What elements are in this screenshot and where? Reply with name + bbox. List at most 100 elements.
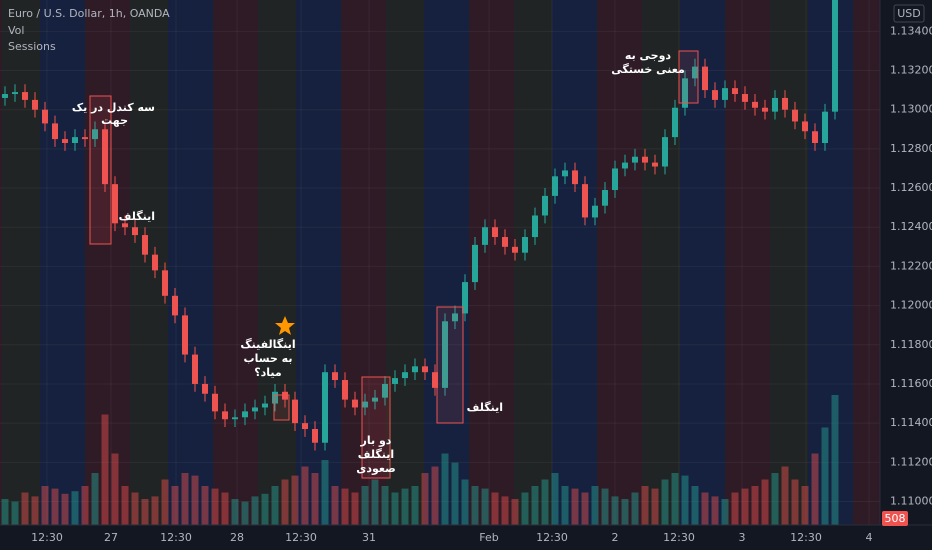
volume-bar: [651, 488, 659, 525]
volume-bar: [171, 486, 179, 525]
x-tick-label: 28: [230, 531, 244, 544]
volume-bar: [721, 499, 729, 525]
candle-body: [392, 378, 398, 384]
candle-body: [632, 156, 638, 163]
annotation-box: [273, 394, 290, 421]
session-band: [552, 0, 597, 525]
candle-body: [52, 123, 58, 140]
session-band: [85, 0, 130, 525]
candle-body: [382, 383, 388, 398]
volume-bar: [21, 492, 29, 525]
candle-body: [272, 391, 278, 404]
indicator-label: Sessions: [8, 40, 56, 53]
candle-body: [42, 109, 48, 124]
currency-box[interactable]: [893, 4, 925, 23]
y-tick-label: 1.11400: [890, 416, 932, 429]
candle-body: [552, 176, 558, 196]
y-tick-label: 1.13000: [890, 103, 932, 116]
candle-body: [212, 393, 218, 412]
candle-body: [792, 109, 798, 122]
volume-bar: [671, 473, 679, 525]
candle-body: [462, 282, 468, 314]
volume-bar: [591, 486, 599, 525]
y-tick-label: 1.11200: [890, 455, 932, 468]
candle-body: [302, 423, 308, 430]
indicator-label: Vol: [8, 24, 24, 37]
volume-bar: [311, 473, 319, 525]
candle-body: [472, 244, 478, 283]
session-band: [2, 0, 40, 525]
volume-bar: [471, 486, 479, 525]
volume-bar: [11, 501, 19, 525]
y-tick-label: 1.12000: [890, 299, 932, 312]
volume-bar: [261, 493, 269, 525]
annotation: اینگلف: [358, 448, 394, 461]
volume-bar: [351, 492, 359, 525]
volume-bar: [601, 488, 609, 525]
candle-body: [72, 137, 78, 144]
volume-bar: [121, 486, 129, 525]
axes: 1.11000 1.11200 1.11400 1.11600 1.11800 1.120…: [31, 24, 932, 544]
volume-bar: [161, 479, 169, 525]
x-tick-label: 27: [104, 531, 118, 544]
y-tick-label: 1.12200: [890, 259, 932, 272]
session-band: [258, 0, 296, 525]
candle-body: [292, 399, 298, 424]
candle-body: [482, 227, 488, 245]
candle-body: [262, 403, 268, 408]
candle-body: [452, 313, 458, 322]
candle-body: [82, 137, 88, 140]
volume-bar: [681, 475, 689, 525]
volume-bar: [251, 496, 259, 525]
candle-body: [332, 372, 338, 381]
volume-bar: [201, 486, 209, 525]
volume-bar: [391, 492, 399, 525]
candle-body: [822, 111, 828, 144]
annotation-box: [436, 306, 464, 424]
volume-bar: [181, 473, 189, 525]
volume-bar: [501, 496, 509, 525]
currency-label[interactable]: USD: [897, 7, 921, 20]
volume-bar: [541, 479, 549, 525]
y-tick-label: 1.12800: [890, 142, 932, 155]
x-tick-label: 3: [739, 531, 746, 544]
candle-body: [652, 162, 658, 167]
y-tick-label: 1.12400: [890, 220, 932, 233]
volume-bar: [431, 466, 439, 525]
candle-body: [542, 195, 548, 216]
x-tick-label: Feb: [479, 531, 498, 544]
volume-bar: [491, 492, 499, 525]
candle-body: [312, 429, 318, 443]
volume-bar: [31, 496, 39, 525]
volume-bar: [191, 475, 199, 525]
volume-bar: [421, 473, 429, 525]
volume-bar: [621, 499, 629, 525]
volume-bar: [481, 488, 489, 525]
y-tick-label: 1.13200: [890, 64, 932, 77]
volume-bar: [151, 496, 159, 525]
candle-body: [702, 66, 708, 91]
volume-bar: [551, 473, 559, 525]
annotation-box: [678, 50, 699, 104]
price-axis: [880, 0, 932, 550]
candle-body: [622, 162, 628, 169]
candle-body: [112, 184, 118, 224]
volume-bar: [461, 479, 469, 525]
session-band: [853, 0, 880, 525]
annotation-box: [361, 376, 391, 479]
volume-bar: [741, 488, 749, 525]
candle-body: [782, 97, 788, 110]
annotation: اینگالفینگ: [240, 337, 295, 351]
candle-body: [202, 383, 208, 394]
candle-body: [492, 227, 498, 238]
candle-body: [32, 99, 38, 110]
session-band: [296, 0, 341, 525]
volume-bar: [531, 486, 539, 525]
volume-bar: [331, 486, 339, 525]
candle-body: [172, 295, 178, 316]
volume-bar: [821, 427, 829, 525]
volume-bar: [361, 486, 369, 525]
symbol-title: Euro / U.S. Dollar, 1h, OANDA: [8, 7, 170, 20]
volume-bar: [451, 462, 459, 525]
